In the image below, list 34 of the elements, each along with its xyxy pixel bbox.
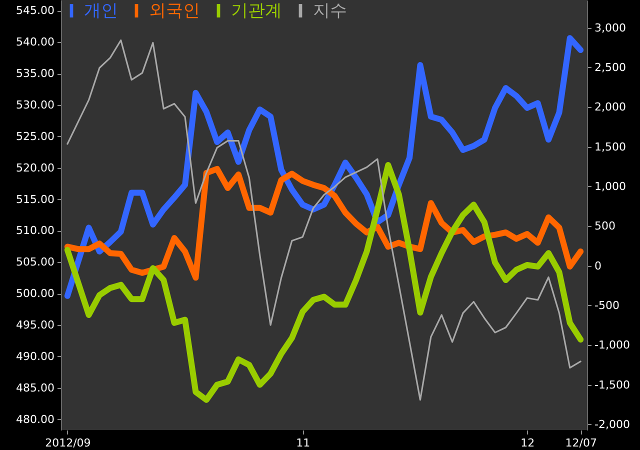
y2-tick-label: 500	[594, 220, 616, 233]
y-tick-label: 480.00	[16, 412, 54, 426]
x-tick-label: 12	[520, 436, 535, 450]
y2-tick-label: -1,500	[594, 378, 630, 392]
x-tick-label: 11	[296, 436, 310, 450]
y2-tick-label: 3,000	[594, 21, 626, 34]
y2-tick-label: 1,000	[594, 180, 626, 193]
y2-tick-label: 1,500	[594, 140, 626, 154]
x-tick-label: 12/07	[565, 436, 597, 450]
legend-label: 개인	[84, 0, 118, 21]
y-tick-label: 510.00	[16, 224, 54, 238]
line-series	[66, 39, 582, 401]
y2-tick-label: -500	[594, 298, 620, 312]
y-tick-label: 495.00	[16, 318, 54, 332]
y-tick-label: 500.00	[16, 287, 54, 300]
x-tick-label: 2012/09	[45, 436, 91, 450]
y-tick-label: 545.00	[16, 4, 54, 18]
y2-tick-label: -2,000	[594, 418, 630, 431]
y2-tick-label: 0	[594, 259, 602, 272]
y2-tick-label: 2,000	[594, 100, 626, 114]
y-tick-label: 515.00	[16, 192, 54, 206]
y-tick-label: 520.00	[16, 161, 54, 174]
y2-tick-label: 2,500	[594, 60, 626, 74]
legend-label: 기관계	[231, 0, 282, 21]
y-tick-label: 490.00	[16, 350, 54, 363]
y-tick-label: 485.00	[16, 381, 54, 394]
y-tick-label: 505.00	[16, 256, 54, 269]
y-tick-label: 535.00	[16, 67, 54, 80]
legend-label: 외국인	[149, 0, 200, 21]
y-tick-label: 540.00	[16, 36, 54, 49]
legend-label: 지수	[313, 0, 347, 21]
y-tick-label: 525.00	[16, 130, 54, 143]
y2-tick-label: -1,000	[594, 338, 630, 352]
y-tick-label: 530.00	[16, 98, 54, 112]
